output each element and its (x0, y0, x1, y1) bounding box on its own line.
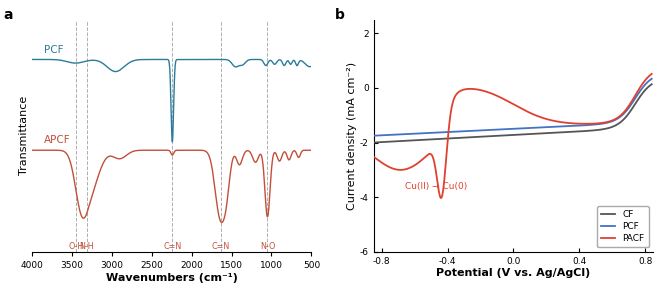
PACF (384, 164, 392, 168)
PACF (647, 72, 655, 76)
Y-axis label: Current density (mA cm⁻²): Current density (mA cm⁻²) (347, 62, 357, 210)
PCF (589, 123, 596, 127)
Y-axis label: Transmittance: Transmittance (19, 96, 29, 175)
Text: C=N: C=N (212, 242, 230, 251)
Legend: CF, PCF, PACF: CF, PCF, PACF (597, 206, 649, 247)
CF (639, 90, 647, 94)
PACF (639, 80, 647, 84)
Text: PCF: PCF (44, 45, 63, 55)
PACF (505, 100, 513, 104)
Line: PCF: PCF (373, 79, 651, 136)
Text: N-O: N-O (260, 242, 275, 251)
PACF (369, 155, 377, 159)
PACF (589, 122, 596, 125)
PCF (384, 133, 392, 137)
PACF (498, 96, 506, 100)
Text: b: b (334, 8, 344, 22)
CF (369, 141, 377, 144)
Line: PACF: PACF (373, 74, 651, 198)
CF (505, 134, 513, 137)
Text: O-H: O-H (69, 242, 84, 251)
CF (647, 83, 655, 86)
PCF (647, 77, 655, 81)
PCF (639, 85, 647, 88)
Text: N-H: N-H (79, 242, 94, 251)
X-axis label: Wavenumbers (cm⁻¹): Wavenumbers (cm⁻¹) (106, 273, 238, 283)
CF (589, 129, 596, 132)
CF (384, 140, 392, 143)
X-axis label: Potential (V vs. Ag/AgCl): Potential (V vs. Ag/AgCl) (436, 269, 591, 278)
Text: C=N: C=N (164, 242, 181, 251)
PACF (437, 196, 445, 200)
Text: APCF: APCF (44, 135, 70, 146)
Line: CF: CF (373, 84, 651, 143)
PCF (639, 85, 647, 88)
CF (639, 90, 647, 94)
Text: Cu(II) → Cu(0): Cu(II) → Cu(0) (405, 182, 467, 191)
PCF (369, 134, 377, 137)
CF (497, 134, 505, 137)
Text: a: a (4, 8, 13, 22)
PCF (497, 128, 505, 131)
PCF (505, 127, 513, 131)
PACF (639, 81, 647, 84)
